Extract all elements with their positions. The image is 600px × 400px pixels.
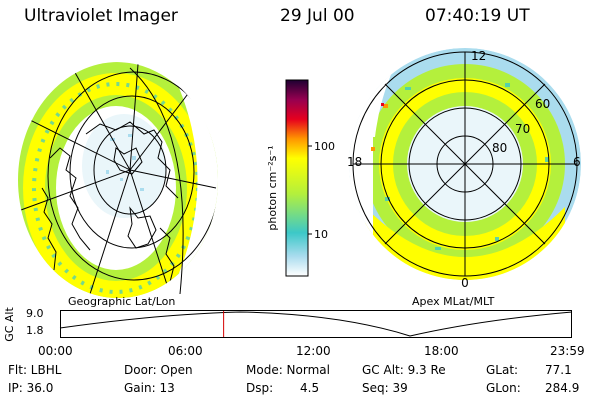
mlt-label-18: 18 [347, 155, 362, 169]
info-filter: Flt: LBHL [8, 363, 62, 377]
lat-label-80: 80 [492, 141, 507, 155]
right-panel-caption: Apex MLat/MLT [412, 295, 495, 308]
left-panel-caption: Geographic Lat/Lon [68, 295, 176, 308]
altitude-curve [59, 311, 573, 337]
info-door: Door: Open [124, 363, 193, 377]
info-dsp-value: 4.5 [300, 381, 320, 395]
geographic-map [18, 62, 218, 298]
observation-time: 07:40:19 UT [425, 6, 530, 26]
instrument-title: Ultraviolet Imager [24, 6, 178, 26]
colorbar-tick-10: 10 [314, 228, 328, 241]
altitude-timeline [59, 310, 573, 338]
info-glat-label: GLat: [486, 363, 519, 377]
timeline-ytick-bottom: 1.8 [26, 324, 44, 337]
info-glon-value: 284.9 [545, 381, 580, 395]
timeline-xtick-1800: 18:00 [424, 344, 459, 358]
timeline-xtick-0000: 00:00 [38, 344, 73, 358]
timeline-ylabel: GC Alt [2, 307, 16, 342]
timeline-xtick-2359: 23:59 [550, 344, 585, 358]
info-mode: Mode: Normal [246, 363, 330, 377]
colorbar-gradient [285, 79, 309, 277]
timeline-xtick-1200: 12:00 [296, 344, 331, 358]
info-gain: Gain: 13 [124, 381, 175, 395]
info-dsp-label: Dsp: [246, 381, 274, 395]
mlt-label-6: 6 [573, 155, 581, 169]
timeline-ytick-top: 9.0 [26, 307, 44, 320]
colorbar-unit-label: photon cm⁻²s⁻¹ [266, 145, 279, 230]
magnetic-polar-plot: 12 18 6 0 60 70 80 [347, 48, 581, 290]
lat-label-70: 70 [515, 122, 530, 136]
colorbar: 100 10 photon cm⁻²s⁻¹ [266, 79, 335, 277]
info-ip: IP: 36.0 [8, 381, 54, 395]
observation-date: 29 Jul 00 [280, 6, 355, 26]
info-sequence: Seq: 39 [362, 381, 408, 395]
info-gc-altitude: GC Alt: 9.3 Re [362, 363, 446, 377]
lat-label-60: 60 [535, 97, 550, 111]
mlt-label-12: 12 [471, 49, 486, 63]
info-glon-label: GLon: [486, 381, 521, 395]
timeline-xtick-0600: 06:00 [168, 344, 203, 358]
colorbar-tick-100: 100 [314, 140, 335, 153]
info-glat-value: 77.1 [545, 363, 572, 377]
mlt-label-0: 0 [461, 276, 469, 290]
